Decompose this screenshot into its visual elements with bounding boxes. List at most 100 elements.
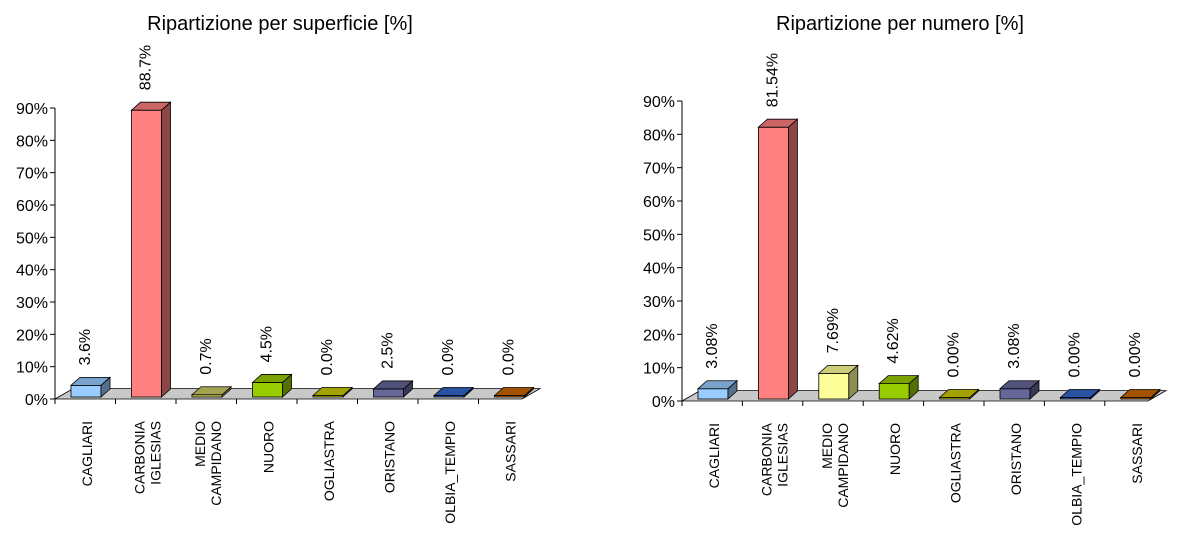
chart-title: Ripartizione per numero [%] (776, 13, 1024, 35)
bar-top (878, 375, 920, 385)
bar-top (757, 118, 799, 128)
bar-3 (878, 374, 920, 400)
bar-3 (251, 373, 293, 398)
bar-front (999, 388, 1031, 400)
bar-0 (696, 379, 739, 400)
bar-1 (130, 101, 172, 398)
bar-top (251, 374, 293, 383)
bar-2 (817, 364, 859, 400)
bar-5 (372, 380, 414, 398)
y-tick-label: 90% (16, 101, 48, 118)
value-label: 4.5% (259, 326, 276, 362)
bar-front (818, 372, 850, 400)
y-tick-label: 10% (16, 360, 48, 377)
category-label: SASSARI (1129, 423, 1145, 484)
bar-5 (998, 379, 1041, 400)
value-label: 0.7% (198, 338, 215, 374)
y-tick-label: 30% (643, 294, 675, 311)
bar-front (252, 382, 283, 398)
y-tick-label: 50% (16, 230, 48, 247)
y-tick-label: 40% (16, 263, 48, 280)
category-label: CAGLIARI (706, 423, 722, 488)
category-label: OGLIASTRA (321, 420, 337, 501)
y-tick-label: 70% (16, 166, 48, 183)
bar-front (697, 388, 729, 400)
bar-top (696, 380, 739, 390)
bar-6 (1059, 388, 1101, 400)
y-tick-label: 80% (16, 133, 48, 150)
y-tick-label: 80% (643, 127, 675, 144)
bar-front (758, 126, 789, 400)
value-label: 81.54% (764, 53, 781, 107)
y-tick-label: 60% (16, 198, 48, 215)
y-tick-label: 10% (643, 361, 675, 378)
y-tick-label: 30% (16, 295, 48, 312)
chart-floor (53, 388, 542, 400)
value-label: 0.00% (946, 332, 963, 377)
y-tick-label: 0% (652, 394, 675, 411)
category-label: SASSARI (503, 421, 519, 482)
category-label: ORISTANO (1008, 423, 1024, 495)
chart-superficie: Ripartizione per superficie [%] 0% 10% 20% 3… (16, 13, 542, 524)
value-label: 3.08% (1006, 323, 1023, 368)
bar-2 (190, 385, 233, 398)
bar-front (131, 109, 162, 398)
bar-front (373, 388, 404, 398)
chart-numero: Ripartizione per numero [%] 0% 10% 20% 30% 40… (643, 13, 1168, 526)
category-label: CARBONIAIGLESIAS (758, 422, 790, 496)
y-tick-label: 20% (16, 327, 48, 344)
value-label: 2.5% (380, 332, 397, 368)
value-label: 3.08% (704, 323, 721, 368)
y-tick-label: 60% (643, 194, 675, 211)
bar-6 (432, 386, 475, 398)
bar-top (130, 101, 172, 111)
category-label: NUORO (887, 423, 903, 475)
bar-7 (493, 386, 535, 398)
value-label: 0.0% (319, 339, 336, 375)
bar-top (372, 380, 414, 390)
value-label: 0.00% (1127, 332, 1144, 377)
bar-top (1059, 389, 1101, 398)
bar-top (493, 387, 535, 396)
bar-top (69, 376, 112, 386)
bar-top (998, 380, 1041, 390)
value-label: 0.0% (501, 339, 518, 375)
bar-side (788, 118, 798, 400)
category-label: OLBIA_TEMPIO (1068, 423, 1084, 526)
value-label: 0.00% (1066, 332, 1083, 377)
category-label: CARBONIAIGLESIAS (132, 420, 164, 494)
category-label: MEDIOCAMPIDANO (192, 421, 224, 506)
category-label: ORISTANO (382, 421, 398, 493)
value-label: 4.62% (885, 318, 902, 363)
bar-7 (1119, 388, 1161, 400)
y-tick-label: 20% (643, 327, 675, 344)
y-tick-label: 40% (643, 261, 675, 278)
bar-0 (69, 376, 112, 398)
y-tick-label: 50% (643, 227, 675, 244)
chart-title: Ripartizione per superficie [%] (147, 13, 413, 35)
bar-top (311, 387, 354, 396)
value-label: 3.6% (77, 329, 94, 365)
category-label: OGLIASTRA (948, 422, 964, 503)
bar-1 (757, 118, 799, 400)
category-label: MEDIOCAMPIDANO (819, 423, 851, 508)
value-label: 0.0% (440, 339, 457, 375)
y-tick-label: 70% (643, 161, 675, 178)
y-tick-label: 0% (25, 392, 48, 409)
bar-side (161, 101, 171, 398)
bar-top (938, 389, 980, 398)
bar-4 (938, 388, 980, 400)
bar-top (817, 364, 859, 374)
bar-top (432, 387, 475, 396)
value-label: 7.69% (825, 308, 842, 353)
bar-top (1119, 389, 1161, 398)
bar-front (70, 384, 102, 398)
category-label: CAGLIARI (79, 421, 95, 486)
bar-top (190, 386, 233, 396)
value-label: 88.7% (138, 45, 155, 90)
bar-4 (311, 386, 354, 398)
chart-floor (680, 390, 1168, 402)
bar-front (878, 383, 910, 400)
category-label: OLBIA_TEMPIO (442, 421, 458, 524)
